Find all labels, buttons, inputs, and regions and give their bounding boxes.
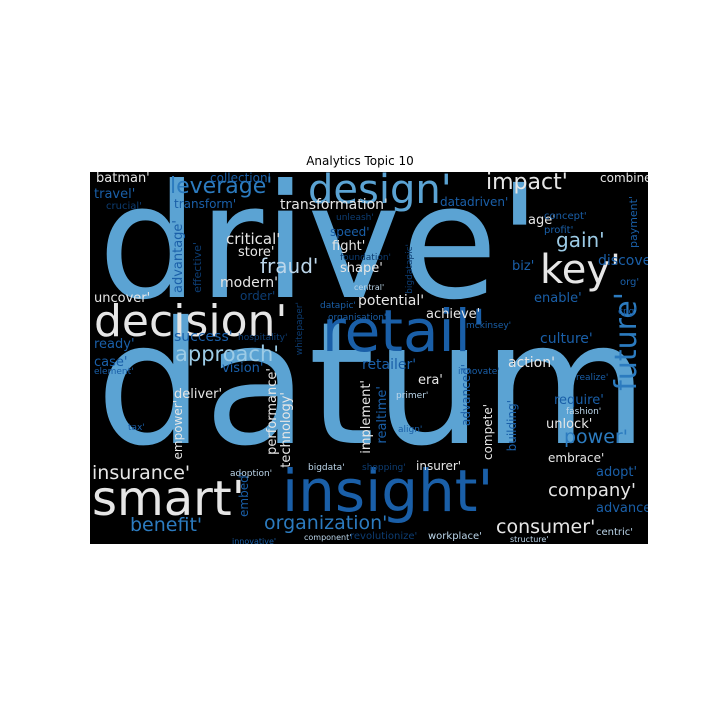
word-adoption: adoption': [230, 469, 273, 479]
word-organization: organization': [264, 512, 388, 534]
word-collection: collection': [210, 172, 271, 185]
word-case: case': [94, 355, 128, 370]
word-gain: gain': [556, 228, 605, 252]
word-age: age': [528, 213, 556, 228]
word-transform: transform': [174, 197, 237, 211]
word-mckinsey: mckinsey': [466, 321, 512, 331]
word-store: store': [238, 245, 275, 260]
word-align: align': [398, 425, 423, 435]
word-foundation: foundation': [340, 253, 392, 263]
word-embrace: embrace': [548, 451, 605, 465]
word-primer: primer': [396, 391, 429, 401]
word-innovate: innovate': [458, 367, 500, 377]
word-transformation: transformation': [280, 197, 388, 213]
word-biz: biz': [512, 259, 535, 274]
word-consumer: consumer': [496, 516, 596, 538]
word-uncover: uncover': [94, 291, 151, 306]
word-structure: structure': [510, 535, 549, 544]
word-datadriven: datadriven': [440, 195, 509, 209]
word-shopping: shopping': [362, 463, 406, 473]
word-advantage: advantage': [171, 220, 186, 294]
word-cpg: cpg': [618, 307, 637, 317]
word-require: require': [554, 393, 604, 408]
word-bigdata: bigdata': [308, 463, 345, 473]
word-enable: enable': [534, 291, 582, 306]
word-compete: compete': [481, 404, 495, 461]
word-key: key': [540, 247, 622, 293]
word-central: central': [354, 283, 385, 292]
word-unlock: unlock': [546, 417, 593, 432]
word-workplace: workplace': [428, 531, 482, 542]
word-deliver: deliver': [174, 387, 223, 402]
word-insight: insight': [282, 457, 494, 525]
word-performance: performance': [265, 368, 280, 455]
word-advanced: advanced': [459, 364, 473, 426]
word-effective: effective': [191, 242, 204, 293]
word-travel: travel': [94, 187, 136, 202]
word-payment: payment': [627, 196, 640, 249]
word-advance: advance': [596, 501, 648, 516]
word-realize: realize': [576, 373, 609, 383]
word-shape: shape': [340, 261, 383, 276]
word-tax: tax': [128, 423, 145, 433]
word-speed: speed': [330, 225, 370, 239]
word-action: action': [508, 355, 555, 371]
word-bigdatapic: bigdatapic': [405, 244, 415, 294]
word-fight: fight': [332, 239, 366, 254]
word-drive: drive': [98, 172, 542, 335]
word-success: success': [174, 329, 233, 345]
word-modern: modern': [220, 275, 278, 291]
word-potential: potential': [358, 293, 425, 309]
word-concept: concept': [544, 211, 587, 222]
word-datum: datum': [96, 286, 648, 484]
word-hospitality: hospitality': [238, 333, 288, 343]
word-centric: centric': [596, 527, 634, 538]
word-leverage: leverage': [170, 174, 273, 199]
word-achieve: achieve': [426, 307, 481, 322]
word-smart: smart': [92, 471, 245, 527]
word-ready: ready': [94, 337, 135, 352]
word-datapic: datapic': [320, 301, 356, 311]
word-retailer: retailer': [362, 357, 417, 373]
word-company: company': [548, 480, 636, 501]
word-impact: impact': [486, 172, 568, 195]
word-implement: implement': [359, 380, 374, 454]
word-whitepaper: whitepaper': [295, 302, 305, 356]
word-revolutionize: revolutionize': [350, 531, 418, 542]
word-critical: critical': [226, 230, 281, 248]
word-insurance: insurance': [92, 462, 191, 484]
word-technology: technology': [279, 392, 294, 468]
word-element: element': [94, 367, 134, 377]
word-crucial: crucial': [106, 201, 142, 212]
word-culture: culture': [540, 331, 593, 347]
word-decision: decision': [94, 296, 288, 347]
word-component: component': [304, 533, 352, 542]
word-fashion: fashion': [566, 407, 602, 417]
word-organisation: organisation': [328, 313, 387, 323]
word-profit: profit': [544, 225, 574, 236]
word-discover: discover': [598, 253, 648, 269]
word-empower: empower': [171, 400, 185, 460]
word-adopt: adopt': [596, 465, 638, 480]
word-fraud: fraud': [260, 254, 319, 278]
word-insurer: insurer': [416, 459, 462, 473]
word-design: design': [308, 172, 452, 213]
word-combine: combine': [600, 172, 648, 185]
word-unleash: unleash': [336, 213, 374, 223]
chart-title: Analytics Topic 10: [306, 154, 414, 168]
word-era: era': [418, 373, 443, 388]
word-power: power': [564, 426, 628, 448]
word-approach: approach': [175, 342, 280, 366]
word-realtime: realtime': [375, 386, 390, 444]
word-innovative: innovative': [232, 537, 277, 545]
word-order: order': [240, 289, 276, 303]
word-cloud: drive' datum' insight' retail' design' d…: [90, 172, 648, 544]
word-batman: batman': [96, 172, 150, 186]
word-building: building': [505, 400, 519, 452]
word-org: org': [620, 277, 640, 288]
word-vision: vision': [222, 361, 264, 376]
word-retail: retail': [322, 297, 487, 365]
word-benefit: benefit': [130, 514, 203, 536]
